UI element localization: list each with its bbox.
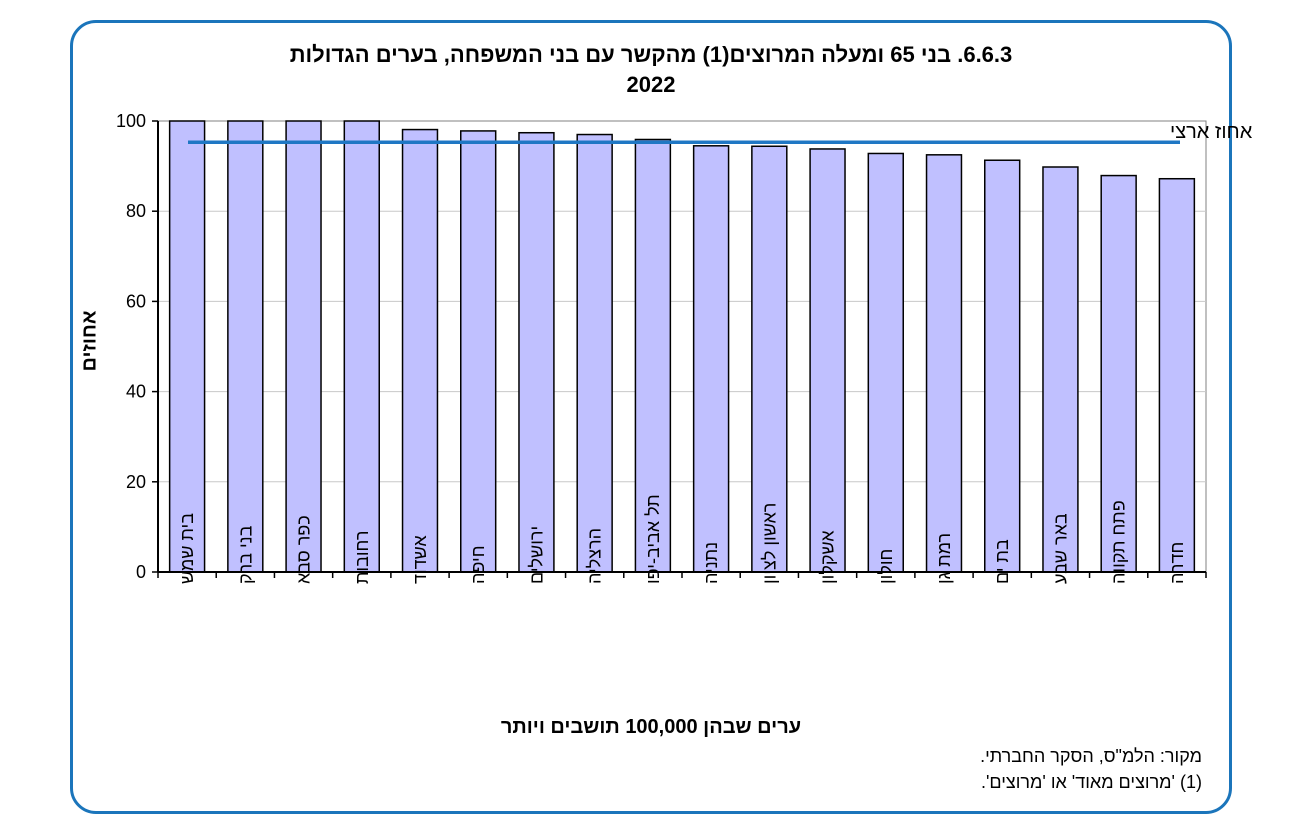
bar bbox=[867, 152, 904, 573]
bar bbox=[1042, 166, 1079, 573]
y-tick-label: 0 bbox=[136, 562, 146, 582]
bar bbox=[343, 120, 380, 573]
x-tick-label: באר שבע bbox=[1050, 513, 1070, 584]
chart-title-line2: 2022 bbox=[626, 72, 676, 97]
bar bbox=[984, 159, 1021, 573]
plot-area bbox=[157, 120, 1207, 573]
bar bbox=[692, 145, 730, 573]
bar bbox=[634, 138, 672, 573]
y-tick-label: 80 bbox=[126, 201, 146, 221]
bar bbox=[401, 128, 439, 573]
x-axis-label: ערים שבהן 100,000 תושבים ויותר bbox=[500, 716, 802, 738]
bar bbox=[809, 148, 846, 573]
chart-frame bbox=[70, 20, 1232, 814]
x-tick-label: חדרה bbox=[1167, 542, 1187, 584]
bar bbox=[168, 120, 206, 573]
x-tick-label: חיפה bbox=[468, 545, 488, 584]
bar bbox=[576, 133, 613, 573]
y-tick-label: 60 bbox=[126, 291, 146, 311]
y-tick-label: 100 bbox=[116, 111, 146, 131]
y-tick-label: 20 bbox=[126, 472, 146, 492]
bar bbox=[1100, 174, 1137, 573]
chart-title: 6.6.3. בני 65 ומעלה המרוצים(1) מהקשר עם … bbox=[70, 40, 1232, 100]
x-tick-label: כפר סבא bbox=[294, 515, 314, 584]
bar bbox=[227, 120, 264, 573]
bar bbox=[285, 120, 322, 573]
x-tick-label: אשדוד bbox=[410, 535, 430, 584]
bar bbox=[460, 130, 497, 573]
bar bbox=[1158, 177, 1196, 573]
bar bbox=[518, 131, 555, 573]
x-tick-label: בני ברק bbox=[235, 525, 255, 584]
x-tick-label: תל אביב-יפו bbox=[643, 494, 663, 584]
x-tick-label: אשקלון bbox=[818, 530, 838, 584]
reference-line-label: אחוז ארצי bbox=[1170, 121, 1253, 143]
bar bbox=[925, 154, 963, 573]
x-tick-label: ירושלים bbox=[526, 526, 546, 584]
x-tick-label: חולון bbox=[876, 549, 896, 584]
x-tick-label: נתניה bbox=[701, 542, 721, 584]
x-tick-label: ראשון לציון bbox=[759, 503, 779, 584]
chart-title-line1: 6.6.3. בני 65 ומעלה המרוצים(1) מהקשר עם … bbox=[289, 42, 1013, 67]
x-tick-label: בית שמש bbox=[177, 513, 197, 584]
x-tick-label: רחובות bbox=[352, 531, 372, 584]
x-tick-label: רמת גן bbox=[934, 533, 954, 584]
y-tick-label: 40 bbox=[126, 382, 146, 402]
source-note: מקור: הלמ"ס, הסקר החברתי. bbox=[980, 746, 1202, 766]
x-tick-label: הרצליה bbox=[585, 528, 605, 584]
footnote-1: (1) 'מרוצים מאוד' או 'מרוצים'. bbox=[980, 772, 1202, 792]
x-tick-label: פתח תקווה bbox=[1109, 500, 1129, 584]
bar bbox=[751, 145, 788, 573]
x-tick-label: בת ים bbox=[992, 539, 1012, 584]
